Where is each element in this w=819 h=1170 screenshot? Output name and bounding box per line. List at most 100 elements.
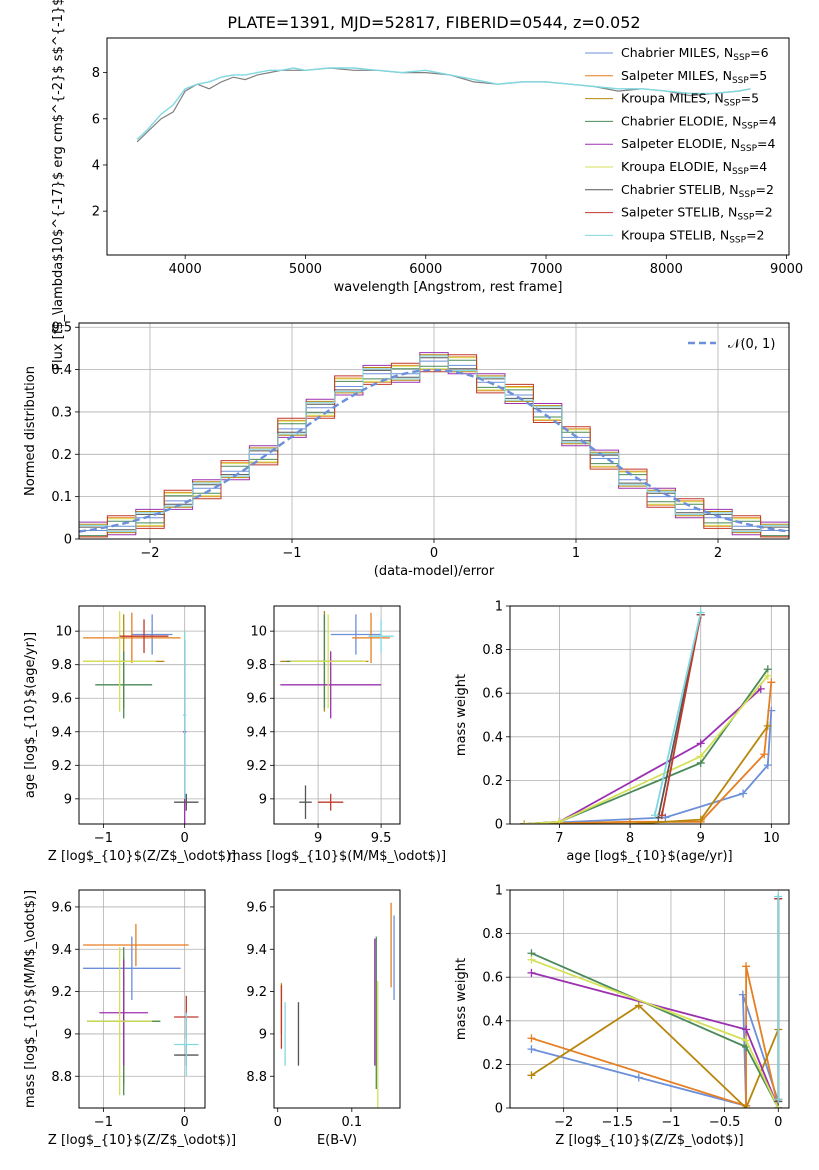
series-marker [527, 1045, 536, 1054]
mass-weight-series-line [524, 675, 769, 824]
series-marker [696, 815, 705, 824]
y-tick-label: 6 [92, 112, 100, 127]
legend-subscript: SSP [733, 53, 750, 63]
legend-entry: Salpeter MILES, NSSP=5 [621, 68, 767, 86]
y-tick-label: 9.4 [51, 725, 72, 740]
legend-entry: Kroupa MILES, NSSP=5 [621, 91, 759, 109]
axes-frame [78, 889, 206, 1109]
axes-frame [78, 322, 790, 540]
y-tick-label: 9.6 [51, 900, 72, 915]
legend-text: =4 [757, 136, 775, 151]
x-axis-label: E(B-V) [317, 1133, 357, 1148]
histogram-step-line [79, 357, 789, 531]
series-marker [520, 820, 529, 824]
panel-residuals: −2 −1 0 1 2 0 0.1 0.2 0.3 0.4 0.5 (data-model)/erro… [23, 321, 790, 579]
plot-area [79, 323, 789, 539]
axes-frame [509, 605, 790, 825]
y-tick-label: 9.4 [246, 725, 267, 740]
y-tick-label: 9 [259, 1027, 267, 1042]
x-tick-label: −0.5 [709, 1115, 741, 1130]
x-tick-label: 9000 [770, 262, 803, 277]
legend-entry: Kroupa STELIB, NSSP=2 [621, 227, 765, 245]
y-tick-label: 0.8 [482, 927, 503, 942]
legend-subscript: SSP [739, 190, 756, 200]
x-tick-label: 1 [572, 546, 580, 561]
legend-entry: Chabrier ELODIE, NSSP=4 [621, 113, 777, 131]
legend: 𝒩(0, 1) [688, 337, 775, 352]
histogram-step-line [79, 359, 789, 537]
x-tick-label: 0 [430, 546, 438, 561]
panel-spectrum: 4000 5000 6000 7000 8000 9000 2 4 6 8 wavelength [… [51, 0, 803, 370]
series-marker [739, 789, 748, 798]
x-axis-label: mass [log$_{10}$(M/M$_\odot$)] [228, 849, 446, 864]
histogram-step-line [79, 355, 789, 532]
series-marker [657, 811, 666, 820]
errorbar-point [83, 612, 181, 664]
figure-title: PLATE=1391, MJD=52817, FIBERID=0544, z=0… [227, 13, 640, 32]
histogram-step-line [79, 354, 789, 534]
x-tick-label: −1 [282, 546, 301, 561]
series-marker [774, 892, 783, 901]
legend-text: =5 [749, 68, 767, 83]
axes-frame [78, 605, 206, 825]
mass-weight-series-line [531, 971, 780, 1108]
legend-subscript: SSP [724, 99, 741, 109]
y-tick-label: 4 [92, 158, 100, 173]
legend-text: Kroupa ELODIE, N [621, 159, 732, 174]
panel-mass_vs_EBV: 0 0.1 8.8 9 9.2 9.4 9.6 E(B-V) [246, 889, 401, 1148]
model-spectrum-line [136, 67, 751, 141]
errorbar-point [131, 614, 173, 655]
legend-subscript: SSP [732, 76, 749, 86]
legend-text: Salpeter STELIB, N [621, 205, 737, 220]
y-tick-label: 10 [250, 625, 267, 640]
mass-weight-series-line [524, 682, 773, 824]
y-tick-label: 0.6 [482, 971, 503, 986]
y-tick-label: 0.2 [482, 774, 503, 789]
x-tick-label: −1.5 [602, 1115, 634, 1130]
y-tick-label: 9 [64, 792, 72, 807]
plot-area [280, 902, 395, 1108]
errorbar-point [99, 959, 149, 1066]
x-tick-label: 5000 [289, 262, 322, 277]
legend-subscript: SSP [737, 213, 754, 223]
plot-area [274, 606, 400, 824]
y-tick-label: 9.6 [246, 692, 267, 707]
mass-weight-series-line [531, 952, 780, 1108]
x-tick-label: −1 [661, 1115, 680, 1130]
observed-spectrum-line [136, 67, 751, 143]
panel-mass_weight_vs_Z: −2 −1.5 −1 −0.5 0 0 0.2 0.4 0.6 0.8 1 Z [log$_{10}$… [454, 884, 790, 1148]
mass-weight-series-line [524, 710, 773, 824]
errorbar-point [174, 793, 199, 811]
y-axis-label: mass weight [454, 958, 469, 1040]
series-marker [763, 761, 772, 770]
y-tick-label: 0.2 [51, 448, 72, 463]
y-axis-label: Flux [f$_\lambda$10$^{-17}$ erg cm$^{-2}… [51, 0, 66, 370]
plot-area [136, 67, 751, 143]
errorbar-point [83, 611, 157, 712]
x-axis-label: (data-model)/error [374, 564, 495, 579]
legend-text: Chabrier ELODIE, N [621, 113, 741, 128]
series-marker [763, 671, 772, 680]
gaussian-reference-line [79, 368, 789, 533]
errorbar-point [83, 936, 181, 1001]
x-axis-label: Z [log$_{10}$(Z/Z$_\odot$)] [555, 1133, 743, 1148]
mass-weight-series-line [531, 966, 780, 1108]
errorbar-point [174, 1012, 199, 1077]
plot-area [510, 890, 789, 1108]
series-marker [527, 955, 536, 964]
y-tick-label: 0.4 [482, 1014, 503, 1029]
y-tick-label: 9.6 [51, 692, 72, 707]
y-tick-label: 0 [495, 818, 503, 833]
errorbar-point [95, 651, 153, 719]
errorbar-point [290, 614, 366, 709]
series-marker [742, 1036, 751, 1045]
legend-text: Chabrier STELIB, N [621, 182, 739, 197]
legend-subscript: SSP [732, 167, 749, 177]
errorbar-point [87, 947, 153, 1096]
series-marker [555, 817, 564, 824]
y-tick-label: 0.2 [482, 1058, 503, 1073]
panel-mass_vs_Z: −1 0 8.8 9 9.2 9.4 9.6 Z [log$_{10}$(Z/Z$_\odot… [23, 889, 236, 1148]
y-tick-label: 9.8 [246, 658, 267, 673]
legend-text: Chabrier MILES, N [621, 45, 733, 60]
